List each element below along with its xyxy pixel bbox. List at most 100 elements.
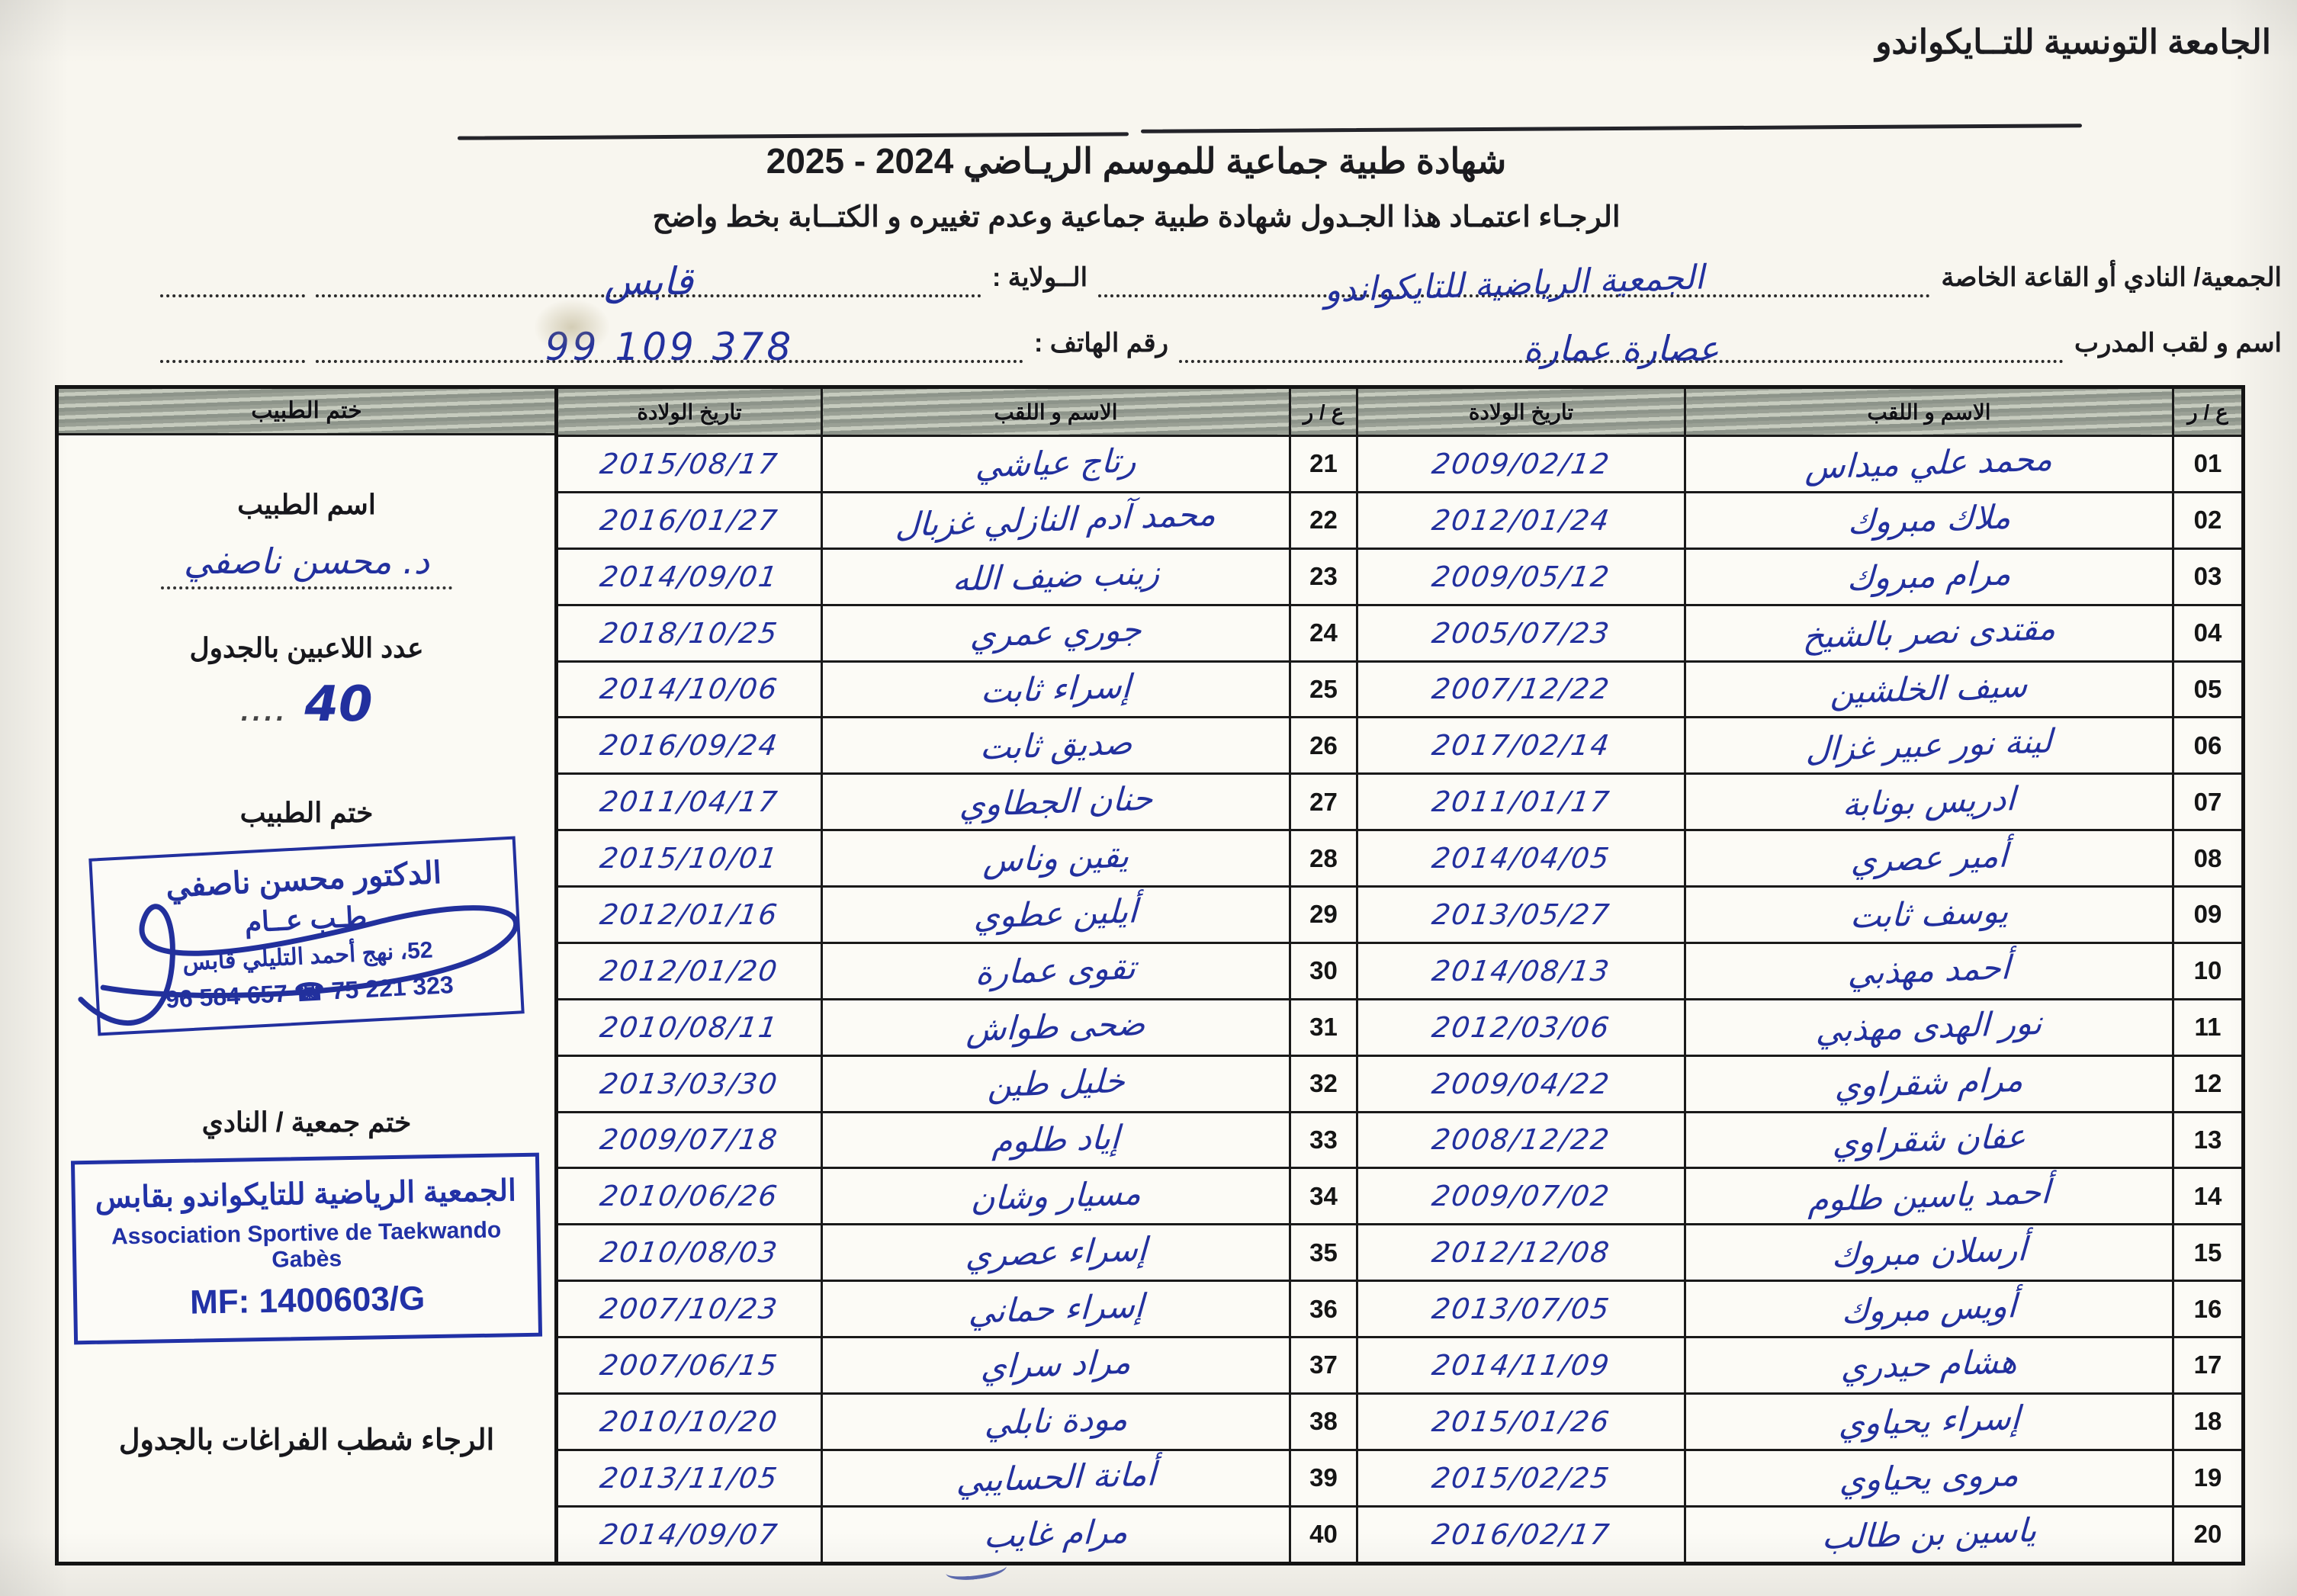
players-count-handwritten: 40 .... <box>240 676 373 733</box>
table-row: 20 ياسين بن طالب 2016/02/17 40 مرام غايب 2014… <box>555 1504 2244 1565</box>
player-name-handwritten-cell: أيلين عطوي <box>821 885 1291 944</box>
table-row: 08 أمير عصري 2014/04/05 28 يقين وناس 2015/10/… <box>555 829 2244 888</box>
club-handwritten-value: الجمعية الرياضية للتايكواندو <box>1323 258 1705 310</box>
header-name-right: الاسم و اللقب <box>1684 386 2174 437</box>
player-dob-handwritten-cell: 2015/10/01 <box>555 829 823 888</box>
player-name-handwritten-cell: حنان الجطاوي <box>821 772 1291 832</box>
player-dob-handwritten: 2014/09/01 <box>598 560 781 593</box>
player-dob-handwritten: 2015/01/26 <box>1429 1405 1613 1438</box>
player-number: 04 <box>2193 618 2222 647</box>
player-dob-handwritten-cell: 2016/01/27 <box>555 490 823 550</box>
player-dob-handwritten: 2014/11/09 <box>1429 1348 1613 1382</box>
player-name-handwritten-cell: محمد علي ميداس <box>1684 435 2174 493</box>
player-name-handwritten-cell: أحمد مهذبي <box>1684 941 2174 1000</box>
player-name-handwritten-cell: تقوى عمارة <box>821 941 1291 1000</box>
player-dob-handwritten-cell: 2014/04/05 <box>1356 829 1686 888</box>
header-rule-left <box>457 132 1129 140</box>
player-name-handwritten-cell: يوسف ثابت <box>1684 885 2174 944</box>
player-number-cell: 02 <box>2172 490 2244 550</box>
player-dob-handwritten-cell: 2009/07/02 <box>1356 1167 1686 1226</box>
player-dob-handwritten: 2009/05/12 <box>1429 560 1613 593</box>
table-row: 02 ملاك مبروك 2012/01/24 22 محمد آدم النازلي… <box>555 490 2244 550</box>
player-number-cell: 34 <box>1289 1167 1358 1226</box>
player-name-handwritten: جوري عمري <box>969 611 1142 656</box>
dotted-leader <box>160 252 305 297</box>
table-row: 07 ادريس بونابة 2011/01/17 27 حنان الجطاوي 20… <box>555 772 2244 832</box>
player-number-cell: 03 <box>2172 547 2244 606</box>
player-number: 26 <box>1309 731 1338 759</box>
player-dob-handwritten-cell: 2013/11/05 <box>555 1448 823 1508</box>
table-row: 13 عفان شقراوي 2008/12/22 33 إياد طلوم 2009/0… <box>555 1110 2244 1170</box>
doctor-panel: ختم الطبيب اسم الطبيب د. محسن ناصفي عدد … <box>55 385 554 1565</box>
player-name-handwritten-cell: ضحى طواش <box>821 997 1291 1057</box>
player-number: 12 <box>2193 1069 2222 1098</box>
player-number: 14 <box>2193 1181 2222 1210</box>
player-dob-handwritten-cell: 2012/01/16 <box>555 885 823 944</box>
player-dob-handwritten: 2010/08/11 <box>598 1010 781 1044</box>
player-name-handwritten: ادريس بونابة <box>1842 779 2016 824</box>
player-dob-handwritten: 2015/08/17 <box>598 447 781 480</box>
player-name-handwritten: رتاج عياشي <box>975 442 1137 487</box>
player-dob-handwritten-cell: 2009/05/12 <box>1356 547 1686 606</box>
player-name-handwritten-cell: مرام غايب <box>821 1504 1291 1565</box>
player-dob-handwritten-cell: 2010/08/03 <box>555 1223 823 1283</box>
player-dob-handwritten-cell: 2011/01/17 <box>1356 772 1686 832</box>
player-number-cell: 39 <box>1289 1448 1358 1508</box>
player-number: 19 <box>2193 1463 2222 1492</box>
player-name-handwritten-cell: أويس مبروك <box>1684 1280 2174 1338</box>
player-number-cell: 26 <box>1289 716 1358 776</box>
player-name-handwritten: إياد طلوم <box>991 1118 1120 1161</box>
player-name-handwritten-cell: أحمد ياسين طلوم <box>1684 1167 2174 1226</box>
player-dob-handwritten-cell: 2013/05/27 <box>1356 885 1686 944</box>
player-number-cell: 29 <box>1289 885 1358 944</box>
player-dob-handwritten: 2009/02/12 <box>1429 447 1613 480</box>
player-dob-handwritten: 2014/04/05 <box>1429 842 1613 875</box>
state-handwritten-value: قابس <box>604 259 693 303</box>
table-row: 12 مرام شقراوي 2009/04/22 32 خليل طين 2013/03… <box>555 1054 2244 1113</box>
player-dob-handwritten-cell: 2015/02/25 <box>1356 1448 1686 1508</box>
coach-handwritten-value: عصارة عمارة <box>1523 328 1720 369</box>
player-number-cell: 09 <box>2172 885 2244 944</box>
player-dob-handwritten-cell: 2014/08/13 <box>1356 941 1686 1000</box>
player-number: 11 <box>2194 1013 2222 1042</box>
player-dob-handwritten-cell: 2014/10/06 <box>555 660 823 719</box>
player-dob-handwritten: 2011/04/17 <box>598 785 781 819</box>
player-name-handwritten-cell: مرام شقراوي <box>1684 1054 2174 1113</box>
state-label: الــولاية : <box>991 263 1088 292</box>
player-dob-handwritten: 2014/10/06 <box>598 673 781 706</box>
player-dob-handwritten-cell: 2013/03/30 <box>555 1054 823 1113</box>
player-dob-handwritten: 2012/01/16 <box>598 898 781 931</box>
player-number-cell: 31 <box>1289 997 1358 1057</box>
player-number-cell: 36 <box>1289 1280 1358 1338</box>
player-name-handwritten-cell: جوري عمري <box>821 603 1291 663</box>
doctor-stamp: الدكتور محسن ناصفي طـب عــام 52، نهج أحم… <box>78 836 525 1036</box>
note-strike-blanks: الرجاء شطب الفراغات بالجدول <box>118 1424 495 1456</box>
doctor-panel-header: ختم الطبيب <box>59 389 554 435</box>
player-number-cell: 37 <box>1289 1336 1358 1395</box>
page-title: شهادة طبية جماعية للموسم الريـاضي 2024 -… <box>766 141 1507 181</box>
club-stamp-label: ختم جمعية / النادي <box>201 1106 412 1138</box>
player-number: 18 <box>2193 1407 2222 1436</box>
club-stamp-arabic: الجمعية الرياضية للتايكواندو بقابس <box>95 1174 517 1215</box>
doctor-stamp-label: ختم الطبيب <box>239 797 374 828</box>
player-number-cell: 17 <box>2172 1336 2244 1395</box>
table-row: 14 أحمد ياسين طلوم 2009/07/02 34 مسيار وشان 2… <box>555 1167 2244 1226</box>
player-name-handwritten: أويس مبروك <box>1841 1286 2017 1331</box>
player-name-handwritten: زينب ضيف الله <box>951 554 1161 599</box>
club-stamp-mf: MF: 1400603/G <box>189 1280 426 1321</box>
player-number-cell: 22 <box>1289 490 1358 550</box>
player-name-handwritten: يقين وناس <box>981 837 1130 880</box>
player-name-handwritten: يوسف ثابت <box>1849 892 2009 937</box>
player-name-handwritten-cell: إسراء عصري <box>821 1223 1291 1283</box>
player-number: 16 <box>2193 1294 2222 1323</box>
player-number-cell: 07 <box>2172 772 2244 832</box>
player-number: 28 <box>1309 843 1338 872</box>
player-dob-handwritten: 2012/01/20 <box>598 954 781 987</box>
player-name-handwritten-cell: هشام حيدري <box>1684 1336 2174 1395</box>
player-name-handwritten: إسراء يحياوي <box>1837 1399 2021 1444</box>
player-number-cell: 19 <box>2172 1448 2244 1508</box>
player-dob-handwritten: 2007/06/15 <box>598 1348 781 1382</box>
player-dob-handwritten: 2013/11/05 <box>598 1461 781 1495</box>
player-name-handwritten: أمير عصري <box>1849 836 2009 881</box>
player-dob-handwritten-cell: 2007/06/15 <box>555 1336 823 1395</box>
